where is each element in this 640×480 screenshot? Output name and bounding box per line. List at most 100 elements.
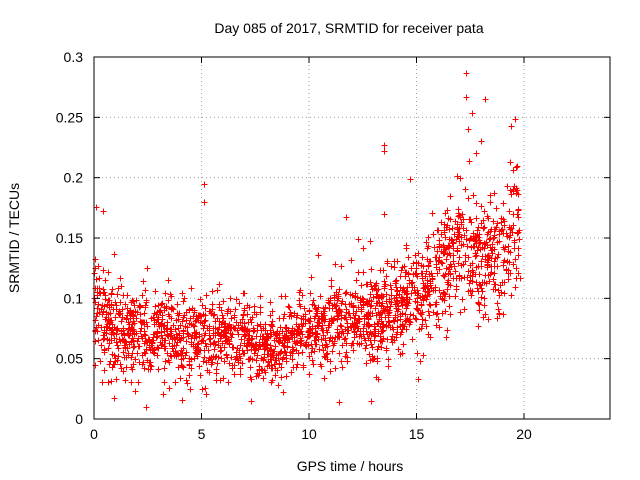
scatter-point — [504, 258, 511, 265]
scatter-point — [251, 303, 258, 310]
scatter-point — [490, 218, 497, 225]
scatter-point — [414, 292, 421, 299]
scatter-point — [438, 219, 445, 226]
scatter-point — [419, 254, 426, 261]
scatter-point — [470, 269, 477, 276]
scatter-point — [251, 327, 258, 334]
scatter-point — [336, 286, 343, 293]
scatter-point — [378, 303, 385, 310]
scatter-point — [472, 250, 479, 257]
scatter-point — [507, 226, 514, 233]
scatter-point — [137, 303, 144, 310]
scatter-point — [183, 377, 190, 384]
scatter-point — [164, 325, 171, 332]
scatter-point — [491, 246, 498, 253]
y-tick-label: 0.2 — [64, 170, 84, 186]
scatter-point — [485, 229, 492, 236]
scatter-point — [315, 304, 322, 311]
scatter-point — [165, 297, 172, 304]
scatter-point — [414, 350, 421, 357]
scatter-point — [505, 276, 512, 283]
scatter-point — [129, 327, 136, 334]
scatter-point — [441, 273, 448, 280]
scatter-point — [487, 244, 494, 251]
scatter-point — [403, 245, 410, 252]
scatter-point — [494, 220, 501, 227]
scatter-point — [282, 293, 289, 300]
scatter-point — [454, 245, 461, 252]
scatter-point — [374, 355, 381, 362]
scatter-point — [514, 211, 521, 218]
scatter-point — [296, 301, 303, 308]
scatter-point — [287, 309, 294, 316]
scatter-point — [186, 372, 193, 379]
scatter-point — [203, 292, 210, 299]
scatter-point — [338, 358, 345, 365]
scatter-point — [375, 320, 382, 327]
scatter-point — [175, 325, 182, 332]
y-axis-title: SRMTID / TECUs — [6, 183, 22, 293]
scatter-point — [508, 123, 515, 130]
scatter-point — [407, 311, 414, 318]
scatter-point — [515, 206, 522, 213]
scatter-point — [500, 311, 507, 318]
scatter-point — [401, 289, 408, 296]
scatter-point — [491, 234, 498, 241]
scatter-point — [381, 148, 388, 155]
scatter-point — [360, 302, 367, 309]
scatter-point — [131, 331, 138, 338]
scatter-point — [277, 350, 284, 357]
scatter-point — [355, 236, 362, 243]
scatter-point — [497, 282, 504, 289]
scatter-point — [114, 291, 121, 298]
scatter-point — [474, 285, 481, 292]
scatter-point — [106, 337, 113, 344]
scatter-point — [353, 277, 360, 284]
scatter-point — [458, 262, 465, 269]
scatter-point — [391, 258, 398, 265]
scatter-point — [361, 315, 368, 322]
scatter-point — [349, 292, 356, 299]
scatter-point — [124, 345, 131, 352]
scatter-point — [494, 300, 501, 307]
scatter-point — [481, 295, 488, 302]
scatter-point — [391, 337, 398, 344]
scatter-point — [462, 186, 469, 193]
scatter-point — [298, 337, 305, 344]
scatter-point — [456, 254, 463, 261]
scatter-point — [515, 270, 522, 277]
scatter-point — [443, 256, 450, 263]
scatter-point — [132, 356, 139, 363]
scatter-point — [154, 309, 161, 316]
scatter-point — [496, 310, 503, 317]
scatter-point — [368, 398, 375, 405]
scatter-point — [373, 300, 380, 307]
scatter-point — [456, 225, 463, 232]
scatter-point — [285, 303, 292, 310]
scatter-point — [480, 314, 487, 321]
scatter-point — [487, 235, 494, 242]
scatter-point — [476, 301, 483, 308]
scatter-point — [133, 315, 140, 322]
scatter-point — [241, 305, 248, 312]
scatter-point — [200, 337, 207, 344]
scatter-point — [117, 361, 124, 368]
scatter-point — [96, 275, 103, 282]
scatter-point — [385, 363, 392, 370]
scatter-point — [486, 236, 493, 243]
scatter-point — [408, 290, 415, 297]
scatter-point — [475, 300, 482, 307]
scatter-point — [384, 260, 391, 267]
chart-title: Day 085 of 2017, SRMTID for receiver pat… — [214, 20, 483, 36]
scatter-point — [395, 346, 402, 353]
scatter-point — [320, 310, 327, 317]
scatter-point — [112, 314, 119, 321]
scatter-point — [197, 372, 204, 379]
scatter-point — [350, 347, 357, 354]
scatter-point — [247, 364, 254, 371]
scatter-point — [220, 298, 227, 305]
scatter-point — [490, 286, 497, 293]
scatter-point — [112, 299, 119, 306]
scatter-point — [342, 326, 349, 333]
scatter-point — [115, 310, 122, 317]
